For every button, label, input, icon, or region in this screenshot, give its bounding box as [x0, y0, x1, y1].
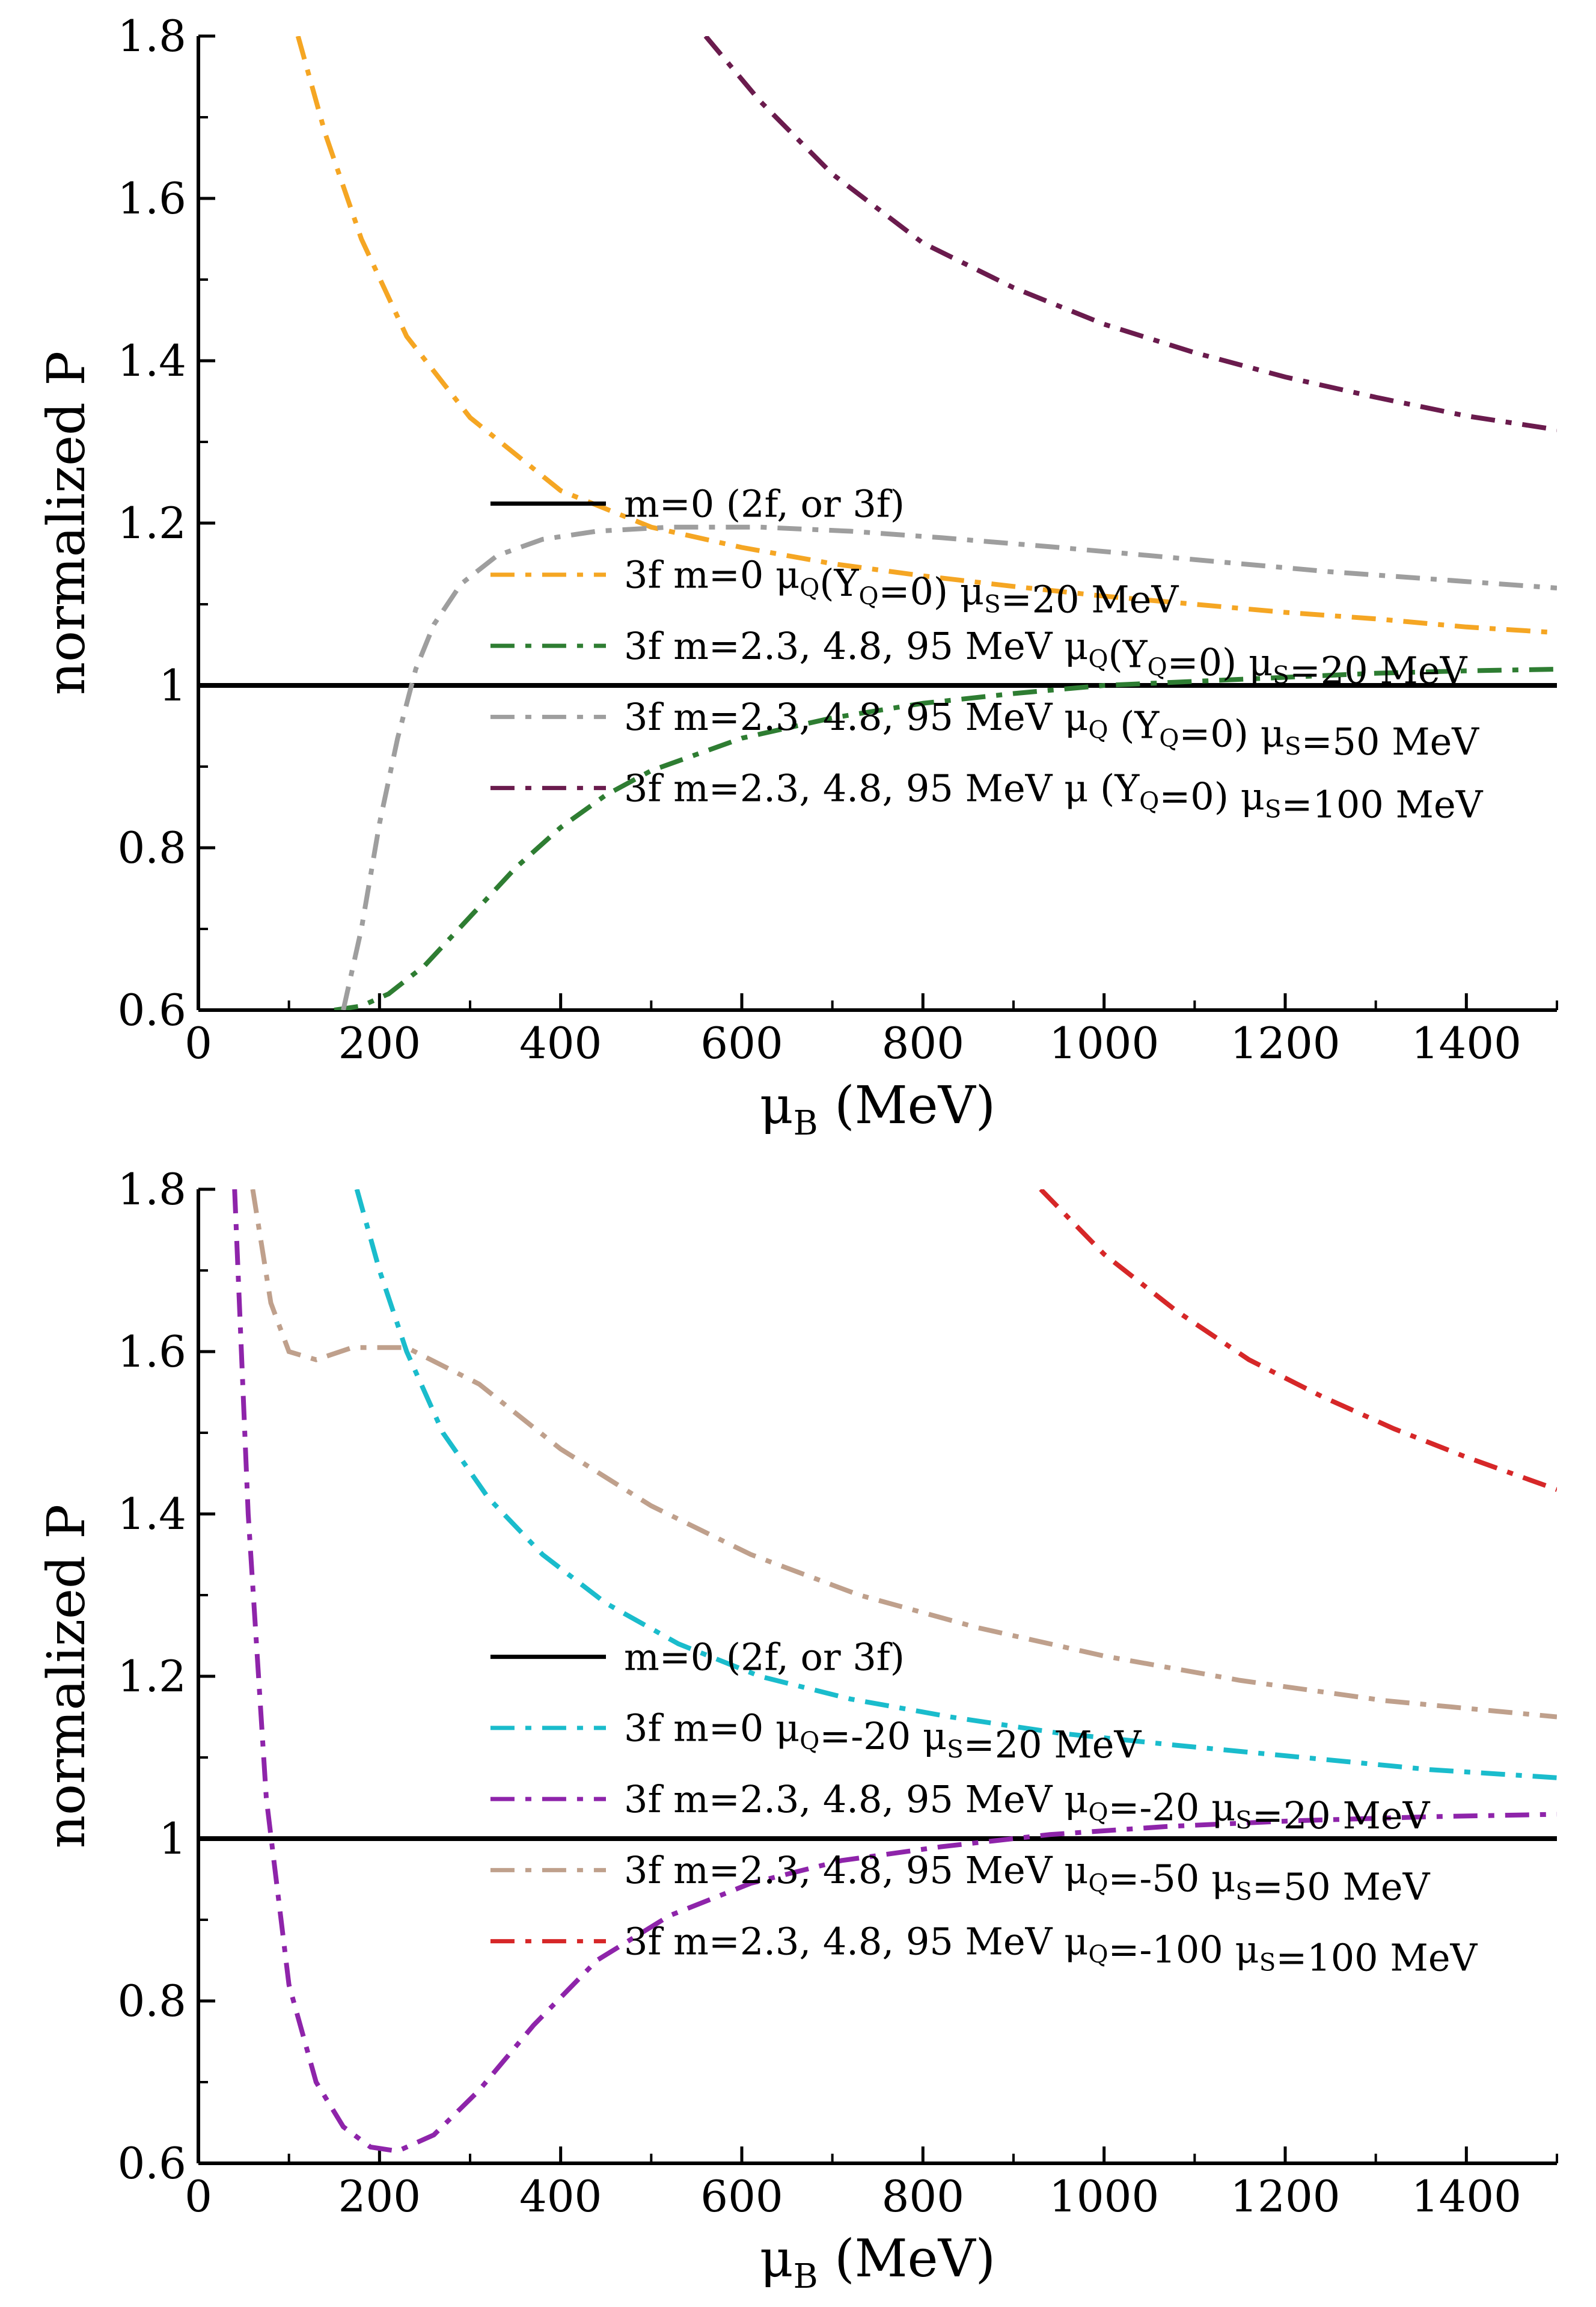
y-tick-label: 1 [159, 1813, 186, 1864]
x-tick-label: 1200 [1230, 1018, 1340, 1068]
series-red [1041, 1189, 1557, 1490]
x-tick-label: 1400 [1411, 2171, 1521, 2222]
chart-panel-bottom: 0 200 400 600 800 1000 1200 1400 0.6 0.8 1 1.2 1.4 1.… [0, 1153, 1596, 2306]
series-tan [252, 1189, 1557, 1717]
legend-label: m=0 (2f, or 3f) [624, 1635, 905, 1679]
y-tick-label: 1.4 [117, 1489, 186, 1539]
y-tick-label: 0.8 [117, 1976, 186, 2026]
legend-label: 3f m=0 μQ=-20 μS=20 MeV [624, 1706, 1142, 1766]
x-tick-label: 0 [185, 1018, 212, 1068]
y-axis-label: normalized P [37, 1504, 97, 1849]
y-tick-label: 1.8 [117, 11, 186, 61]
legend-label: 3f m=2.3, 4.8, 95 MeV μ (YQ=0) μS=100 Me… [624, 766, 1484, 826]
y-tick-label: 0.8 [117, 823, 186, 873]
x-tick-label: 1400 [1411, 1018, 1521, 1068]
series-cyan [357, 1189, 1557, 1778]
y-tick-label: 1.6 [117, 1326, 186, 1377]
legend-label: 3f m=2.3, 4.8, 95 MeV μQ=-50 μS=50 MeV [624, 1848, 1431, 1908]
series-maroon [706, 36, 1557, 430]
y-tick-label: 0.6 [117, 2138, 186, 2189]
x-tick-label: 1000 [1049, 1018, 1159, 1068]
figure-page: 02004006008001000120014000.60.811.21.41.… [0, 0, 1596, 2307]
x-tick-label: 400 [519, 2171, 602, 2222]
y-tick-label: 1 [159, 660, 186, 711]
x-tick-label: 600 [700, 1018, 783, 1068]
x-tick-label: 0 [185, 2171, 212, 2222]
y-tick-label: 1.2 [117, 1651, 186, 1702]
y-tick-label: 0.6 [117, 985, 186, 1035]
y-tick-label: 1.4 [117, 335, 186, 386]
plot-svg: 0 200 400 600 800 1000 1200 1400 0.6 0.8 1 1.2 1.4 1.… [0, 0, 1596, 1153]
x-tick-label: 200 [338, 1018, 421, 1068]
x-axis-label: μB (MeV) [760, 2229, 995, 2296]
y-tick-label: 1.2 [117, 498, 186, 548]
x-tick-label: 800 [882, 1018, 964, 1068]
legend-label: 3f m=2.3, 4.8, 95 MeV μQ(YQ=0) μS=20 MeV [624, 624, 1468, 693]
x-tick-label: 800 [882, 2171, 964, 2222]
series-orange [298, 36, 1557, 633]
y-axis-label: normalized P [37, 351, 97, 696]
x-tick-label: 400 [519, 1018, 602, 1068]
legend-label: 3f m=2.3, 4.8, 95 MeV μQ=-100 μS=100 MeV [624, 1919, 1478, 1979]
x-tick-label: 1000 [1049, 2171, 1159, 2222]
x-tick-label: 200 [338, 2171, 421, 2222]
plot-svg: 0 200 400 600 800 1000 1200 1400 0.6 0.8 1 1.2 1.4 1.… [0, 1153, 1596, 2306]
y-tick-label: 1.8 [117, 1164, 186, 1215]
x-tick-label: 1200 [1230, 2171, 1340, 2222]
legend-label: m=0 (2f, or 3f) [624, 482, 905, 525]
y-tick-label: 1.6 [117, 173, 186, 224]
legend-label: 3f m=2.3, 4.8, 95 MeV μQ=-20 μS=20 MeV [624, 1777, 1431, 1837]
legend-label: 3f m=0 μQ(YQ=0) μS=20 MeV [624, 553, 1179, 622]
chart-panel-top: 0 200 400 600 800 1000 1200 1400 0.6 0.8 1 1.2 1.4 1.… [0, 0, 1596, 1153]
x-axis-label: μB (MeV) [760, 1076, 995, 1143]
x-tick-label: 600 [700, 2171, 783, 2222]
legend-label: 3f m=2.3, 4.8, 95 MeV μQ (YQ=0) μS=50 Me… [624, 695, 1479, 764]
